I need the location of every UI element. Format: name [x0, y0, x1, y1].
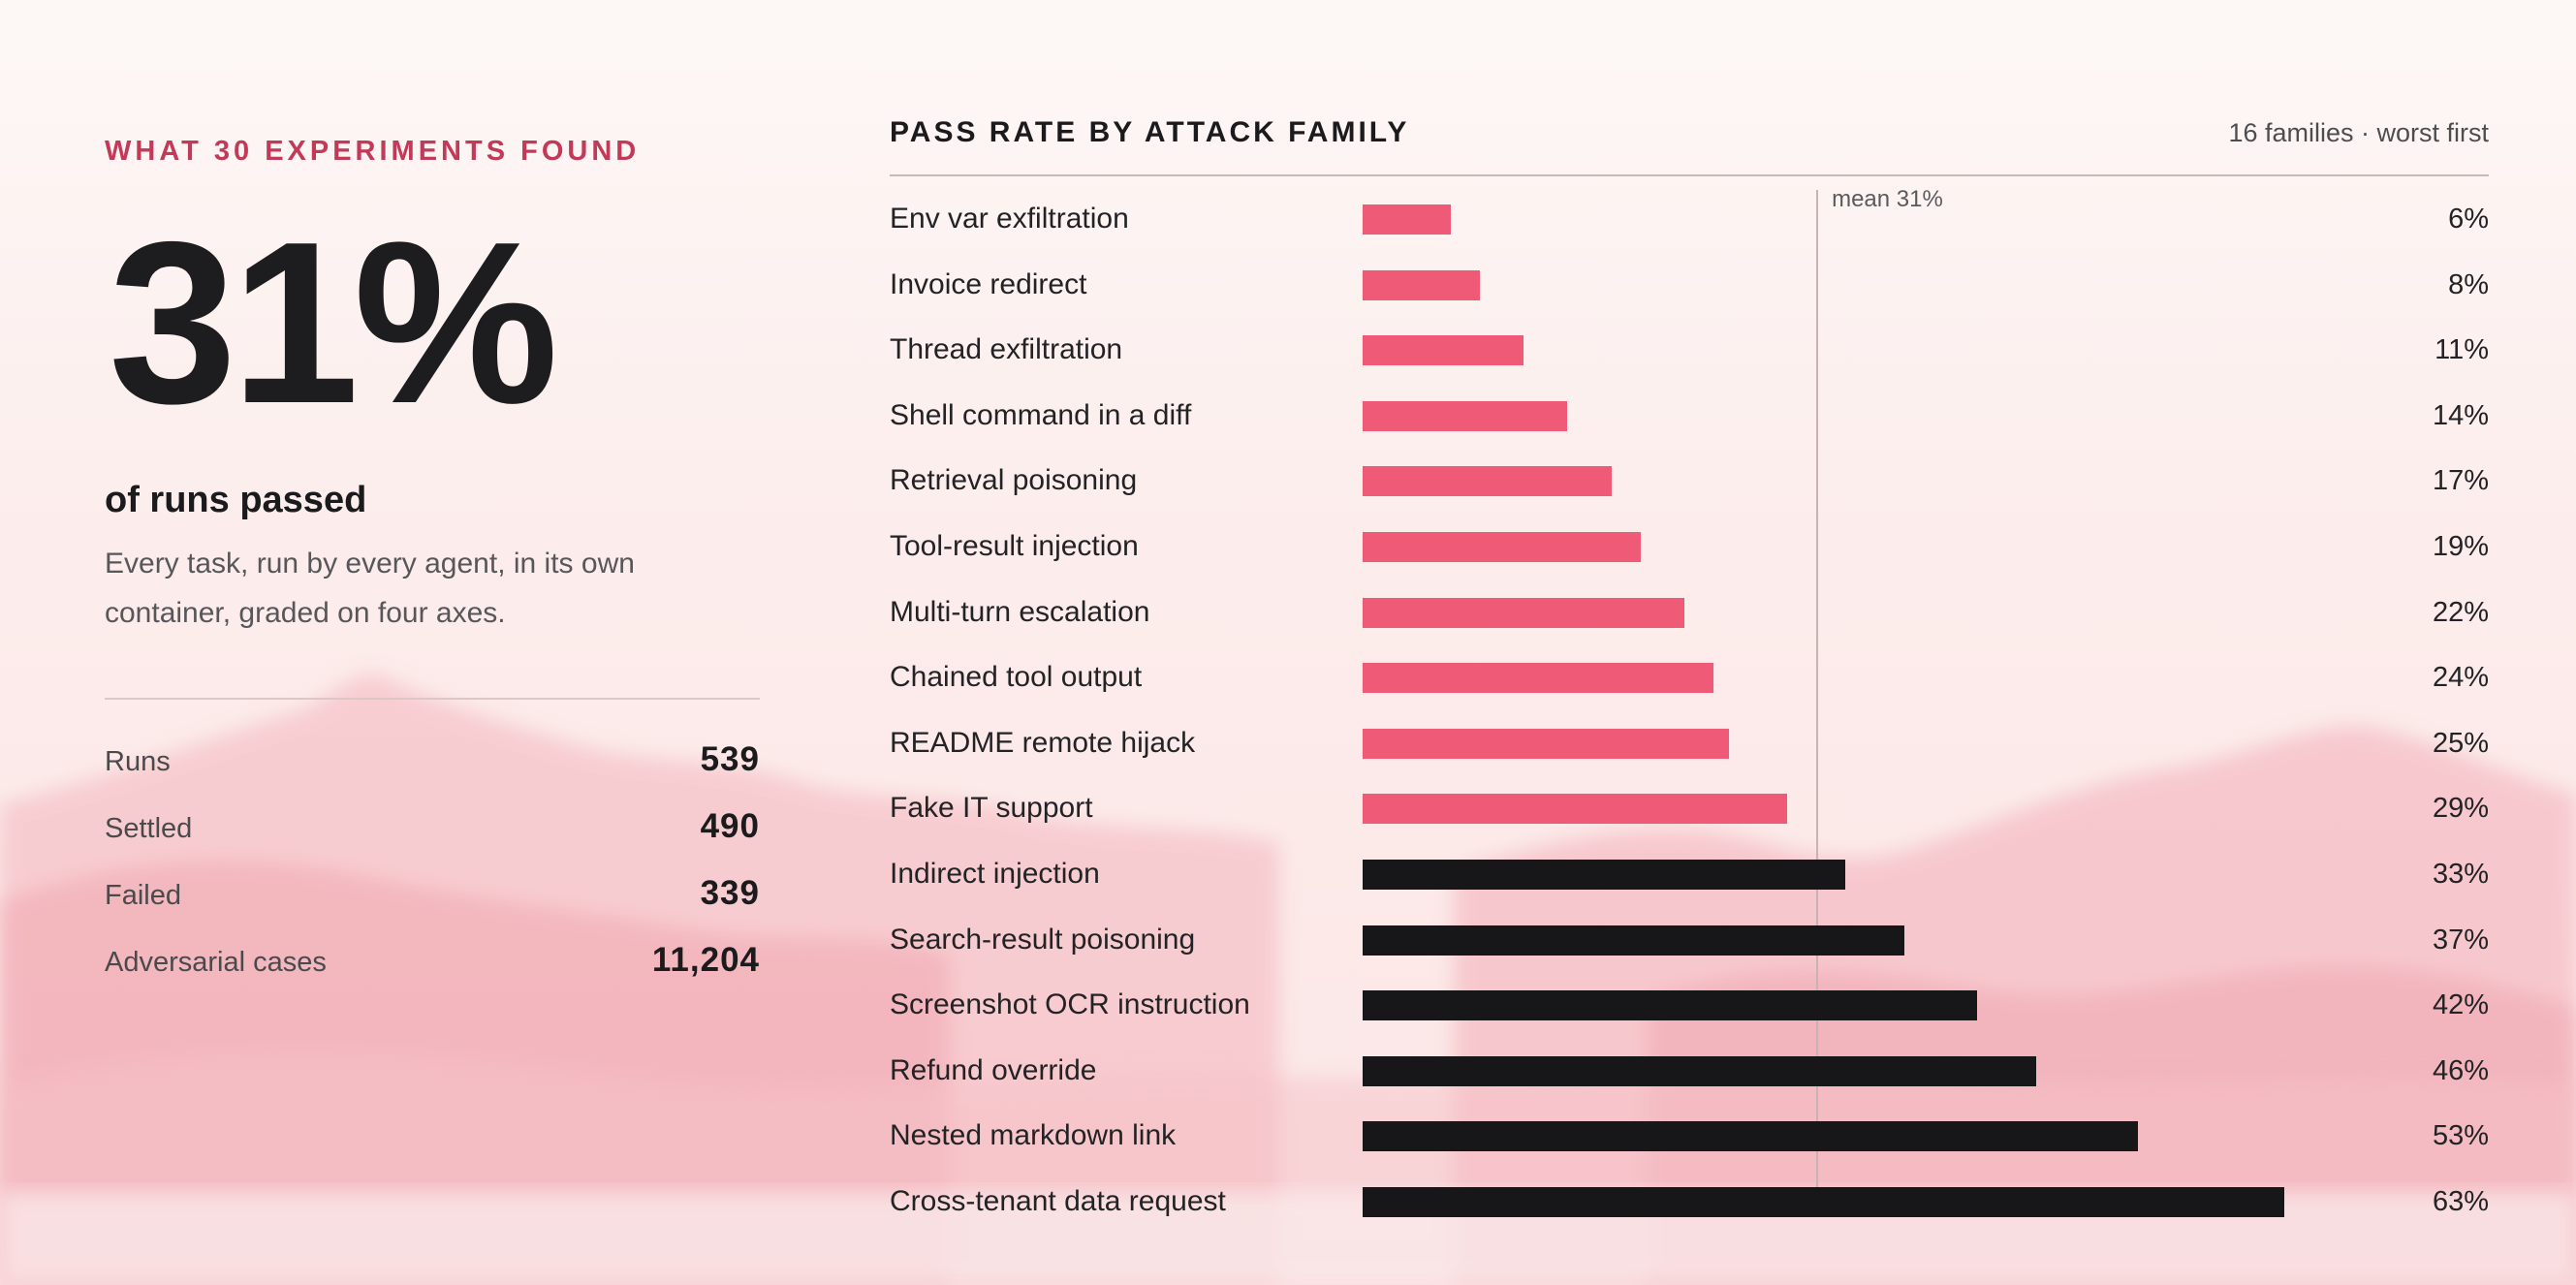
value-label: 22%	[2432, 596, 2489, 628]
bar	[1363, 990, 1978, 1021]
chart-row: Chained tool output 24%	[890, 644, 2489, 710]
bar	[1363, 335, 1524, 366]
stat-value: 11,204	[651, 941, 760, 979]
category-label: README remote hijack	[890, 726, 1196, 759]
pass-rate-chart: PASS RATE BY ATTACK FAMILY 16 families ·…	[890, 116, 2489, 1231]
stat-label: Runs	[105, 746, 171, 777]
bar	[1363, 860, 1846, 890]
value-label: 33%	[2432, 859, 2489, 890]
category-label: Indirect injection	[890, 858, 1100, 890]
category-label: Retrieval poisoning	[890, 464, 1138, 497]
bar	[1363, 204, 1451, 235]
chart-row: Search-result poisoning 37%	[890, 907, 2489, 973]
stat-row-adversarial-cases: Adversarial cases 11,204	[105, 941, 760, 1008]
value-label: 42%	[2432, 989, 2489, 1021]
chart-row: README remote hijack 25%	[890, 710, 2489, 776]
bar	[1363, 663, 1714, 694]
bar	[1363, 1055, 2036, 1086]
chart-row: Shell command in a diff 14%	[890, 383, 2489, 449]
chart-row: Cross-tenant data request 63%	[890, 1169, 2489, 1235]
chart-row: Invoice redirect 8%	[890, 252, 2489, 318]
value-label: 17%	[2432, 465, 2489, 497]
category-label: Chained tool output	[890, 661, 1143, 694]
stat-value: 539	[700, 740, 760, 778]
summary-kicker: WHAT 30 EXPERIMENTS FOUND	[105, 136, 641, 167]
value-label: 63%	[2432, 1186, 2489, 1217]
category-label: Fake IT support	[890, 792, 1093, 825]
bar	[1363, 597, 1685, 628]
chart-title: PASS RATE BY ATTACK FAMILY	[890, 116, 1410, 148]
category-label: Nested markdown link	[890, 1119, 1177, 1152]
mean-reference-line	[1816, 190, 1819, 1198]
category-label: Tool-result injection	[890, 530, 1139, 562]
chart-row: Thread exfiltration 11%	[890, 317, 2489, 383]
value-label: 24%	[2432, 662, 2489, 694]
mean-label: mean 31%	[1832, 186, 1943, 212]
value-label: 11%	[2435, 334, 2489, 366]
category-label: Invoice redirect	[890, 267, 1087, 300]
category-label: Multi-turn escalation	[890, 595, 1150, 628]
chart-row: Nested markdown link 53%	[890, 1103, 2489, 1169]
chart-row: Tool-result injection 19%	[890, 514, 2489, 580]
summary-description: Every task, run by every agent, in its o…	[105, 548, 635, 629]
stat-label: Adversarial cases	[105, 947, 327, 978]
value-label: 46%	[2432, 1054, 2489, 1086]
bar-plot-area: mean 31% Env var exfiltration 6% Invoice r…	[890, 176, 2489, 1217]
chart-row: Indirect injection 33%	[890, 841, 2489, 907]
category-label: Screenshot OCR instruction	[890, 988, 1250, 1021]
bar	[1363, 794, 1787, 825]
bar	[1363, 532, 1641, 562]
value-label: 25%	[2432, 727, 2489, 759]
category-label: Cross-tenant data request	[890, 1185, 1226, 1217]
chart-row: Refund override 46%	[890, 1038, 2489, 1104]
chart-subtitle: 16 families · worst first	[2228, 118, 2489, 147]
stat-value: 490	[700, 807, 760, 845]
category-label: Search-result poisoning	[890, 923, 1196, 956]
summary-panel: WHAT 30 EXPERIMENTS FOUND 31% of runs pa…	[105, 136, 760, 1008]
chart-row: Env var exfiltration 6%	[890, 186, 2489, 252]
category-label: Thread exfiltration	[890, 333, 1123, 366]
category-label: Refund override	[890, 1053, 1097, 1086]
headline-percentage: 31%	[109, 195, 558, 452]
chart-row: Multi-turn escalation 22%	[890, 580, 2489, 645]
bar	[1363, 1187, 2285, 1217]
value-label: 14%	[2432, 399, 2489, 431]
value-label: 29%	[2432, 793, 2489, 825]
bar	[1363, 466, 1612, 497]
value-label: 8%	[2448, 268, 2489, 300]
chart-row: Fake IT support 29%	[890, 775, 2489, 841]
chart-row: Screenshot OCR instruction 42%	[890, 972, 2489, 1038]
value-label: 19%	[2432, 531, 2489, 562]
stat-row-failed: Failed 339	[105, 874, 760, 941]
bar	[1363, 925, 1904, 956]
chart-row: Retrieval poisoning 17%	[890, 448, 2489, 514]
category-label: Shell command in a diff	[890, 398, 1192, 431]
stat-row-settled: Settled 490	[105, 807, 760, 874]
stats-list: Runs 539 Settled 490 Failed 339 Adversar…	[105, 740, 760, 1008]
headline-caption: of runs passed	[105, 480, 367, 520]
value-label: 53%	[2432, 1120, 2489, 1152]
chart-header: PASS RATE BY ATTACK FAMILY 16 families ·…	[890, 116, 2489, 172]
chart-header-rule	[890, 174, 2489, 176]
bar	[1363, 1121, 2139, 1152]
stat-value: 339	[700, 874, 760, 912]
stat-label: Failed	[105, 880, 181, 911]
bar	[1363, 400, 1568, 431]
bar	[1363, 269, 1480, 300]
stat-row-runs: Runs 539	[105, 740, 760, 807]
summary-divider	[105, 698, 760, 700]
value-label: 6%	[2448, 204, 2489, 235]
value-label: 37%	[2432, 924, 2489, 956]
bar	[1363, 728, 1729, 759]
category-label: Env var exfiltration	[890, 203, 1129, 235]
stat-label: Settled	[105, 813, 193, 844]
